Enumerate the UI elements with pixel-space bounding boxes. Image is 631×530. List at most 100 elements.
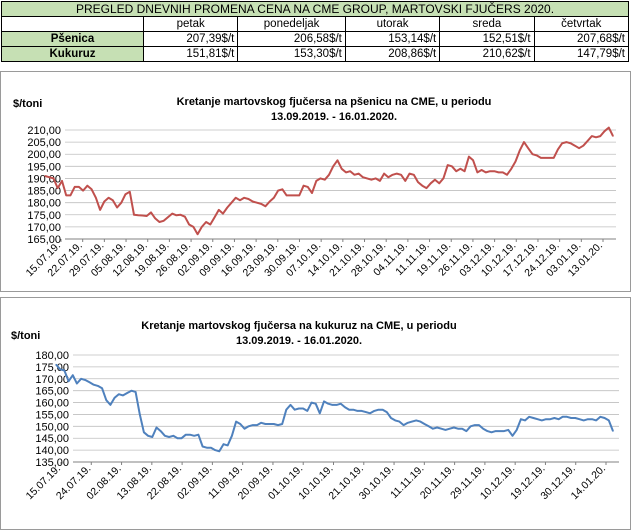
data-point xyxy=(205,221,207,223)
data-point xyxy=(122,394,124,396)
data-point xyxy=(319,412,321,414)
data-point xyxy=(332,165,334,167)
y-tick-label: 145,00 xyxy=(35,433,69,445)
data-point xyxy=(147,435,149,437)
data-point xyxy=(315,180,317,182)
data-point xyxy=(379,180,381,182)
data-point xyxy=(277,424,279,426)
data-point xyxy=(95,197,97,199)
data-point xyxy=(97,385,99,387)
data-point xyxy=(396,173,398,175)
data-point xyxy=(175,214,177,216)
data-point xyxy=(226,206,228,209)
data-point xyxy=(48,176,50,178)
data-point xyxy=(222,213,224,215)
data-point xyxy=(294,194,296,196)
chart-subtitle: 13.09.2019. - 16.01.2020. xyxy=(236,335,362,347)
data-point xyxy=(358,173,360,175)
data-point xyxy=(158,221,160,223)
y-tick-label: 170,00 xyxy=(35,374,69,386)
data-point xyxy=(171,213,173,215)
y-tick-label: 160,00 xyxy=(35,398,69,410)
data-point xyxy=(489,170,491,172)
corn-chart-panel: Kretanje martovskog fjučersa na kukuruz … xyxy=(0,297,631,530)
y-tick-label: 185,00 xyxy=(27,186,61,198)
data-point xyxy=(176,437,179,439)
data-point xyxy=(390,417,392,419)
data-point xyxy=(319,177,322,179)
data-point xyxy=(163,220,165,222)
data-point xyxy=(269,200,271,203)
data-point xyxy=(55,363,57,366)
data-point xyxy=(109,404,111,406)
data-point xyxy=(570,417,572,419)
y-tick-label: 210,00 xyxy=(27,125,61,137)
data-point xyxy=(425,187,428,189)
data-point xyxy=(511,435,514,437)
data-point xyxy=(520,418,522,420)
data-point xyxy=(537,418,539,420)
data-point xyxy=(481,169,483,171)
data-point xyxy=(608,127,610,129)
data-point xyxy=(523,141,525,143)
data-point xyxy=(235,421,237,423)
data-point xyxy=(243,428,246,430)
data-point xyxy=(499,430,501,432)
y-tick-label: 165,00 xyxy=(35,386,69,398)
data-point xyxy=(400,174,402,176)
data-point xyxy=(118,393,120,395)
data-point xyxy=(57,187,59,189)
data-point xyxy=(201,226,203,228)
data-point xyxy=(465,430,467,432)
data-point xyxy=(124,193,127,195)
data-point xyxy=(375,177,377,179)
data-point xyxy=(59,368,61,370)
data-point xyxy=(202,445,204,448)
table-cell: 210,62$/t xyxy=(439,46,535,62)
data-point xyxy=(436,426,438,429)
data-point xyxy=(421,185,423,187)
y-tick-label: 175,00 xyxy=(35,362,69,374)
column-header: petak xyxy=(142,16,239,32)
y-tick-label: 195,00 xyxy=(27,161,61,173)
data-point xyxy=(373,410,375,412)
data-point xyxy=(181,437,183,439)
data-point xyxy=(227,444,229,446)
data-point xyxy=(565,141,568,143)
table-cell: 207,68$/t xyxy=(533,31,630,47)
data-point xyxy=(264,205,266,207)
table-title: PREGLED DNEVNIH PROMENA CENA NA CME GROU… xyxy=(1,1,629,17)
data-point xyxy=(419,421,421,423)
data-point xyxy=(349,170,351,172)
data-point xyxy=(474,424,476,426)
data-point xyxy=(61,180,63,182)
data-point xyxy=(502,171,504,173)
data-point xyxy=(430,182,432,184)
data-point xyxy=(239,423,241,425)
data-point xyxy=(88,381,91,383)
y-tick-label: 135,00 xyxy=(35,457,69,469)
data-point xyxy=(311,192,313,194)
data-point xyxy=(185,434,187,436)
data-point xyxy=(112,199,114,201)
data-point xyxy=(398,421,400,423)
data-point xyxy=(101,387,103,389)
data-point xyxy=(527,147,529,149)
y-tick-label: 205,00 xyxy=(27,137,61,149)
data-point xyxy=(455,170,457,172)
data-point xyxy=(197,233,199,235)
y-tick-label: 180,00 xyxy=(27,198,61,210)
data-point xyxy=(82,190,84,192)
data-point xyxy=(206,447,208,449)
data-point xyxy=(587,418,589,420)
data-point xyxy=(80,378,82,380)
data-point xyxy=(222,443,225,445)
data-point xyxy=(91,188,93,190)
data-point xyxy=(553,417,556,419)
table-cell: 147,79$/t xyxy=(533,46,630,62)
data-point xyxy=(348,409,350,411)
data-point xyxy=(447,164,449,166)
data-point xyxy=(413,174,415,176)
data-point xyxy=(167,216,169,218)
data-point xyxy=(315,403,317,405)
